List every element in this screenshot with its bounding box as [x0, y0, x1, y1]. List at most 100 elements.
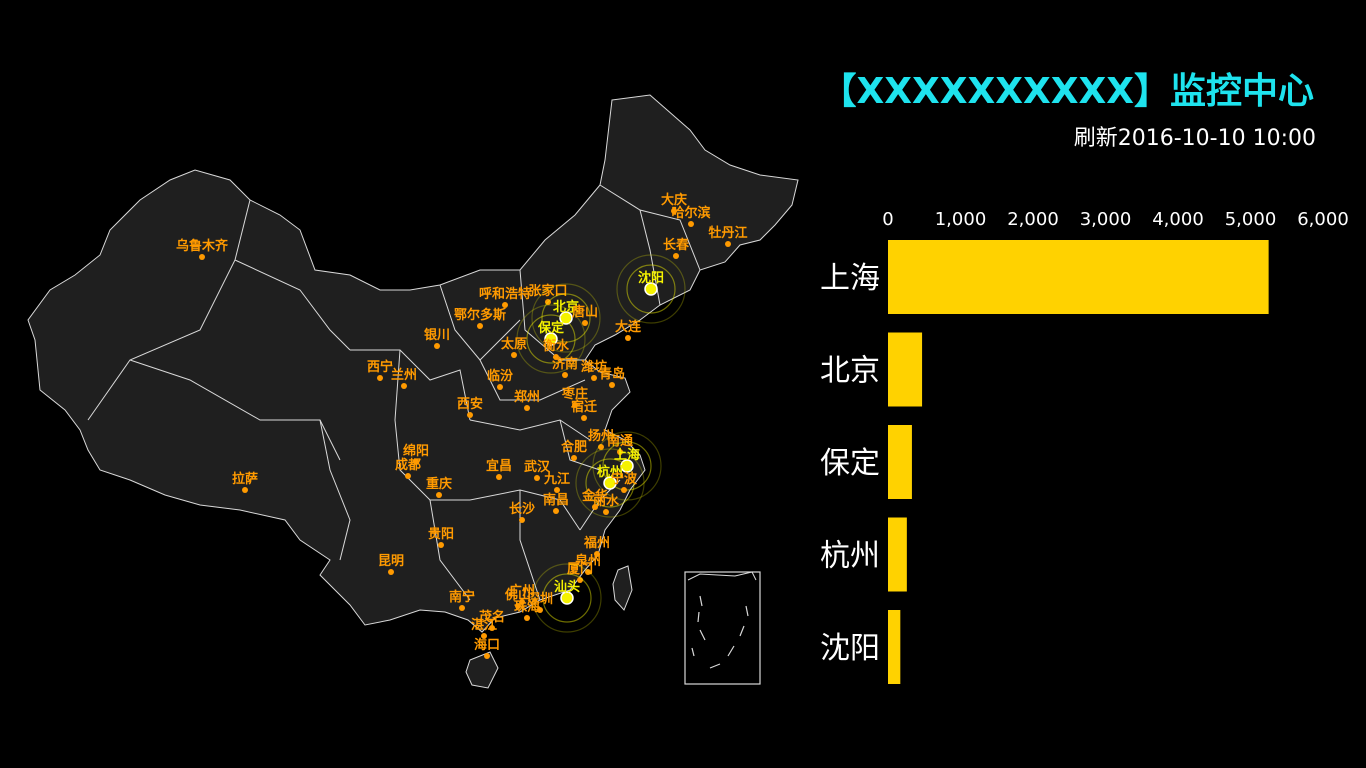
city-marker[interactable]: 枣庄	[561, 386, 588, 408]
city-marker[interactable]: 保定	[516, 304, 586, 374]
x-tick-label: 6,000	[1297, 209, 1349, 230]
city-label: 银川	[424, 327, 450, 343]
city-marker[interactable]: 泉州	[575, 553, 601, 575]
bar[interactable]	[888, 425, 912, 499]
city-marker[interactable]: 海口	[474, 637, 500, 659]
city-label: 茂名	[479, 609, 505, 625]
city-marker[interactable]: 九江	[543, 471, 570, 493]
city-marker[interactable]: 济南	[552, 356, 578, 378]
city-label: 郑州	[514, 389, 540, 405]
city-marker[interactable]: 宜昌	[486, 458, 512, 480]
city-marker[interactable]: 太原	[500, 336, 527, 358]
city-dot	[524, 615, 530, 621]
city-dot	[603, 476, 617, 490]
city-marker[interactable]: 珠海	[514, 599, 540, 621]
city-dot	[511, 352, 517, 358]
city-dot	[519, 517, 525, 523]
category-label: 杭州	[820, 539, 880, 574]
city-dot	[515, 603, 521, 609]
city-marker[interactable]: 大庆	[661, 192, 687, 214]
city-marker[interactable]: 临汾	[487, 368, 513, 390]
city-marker[interactable]: 西宁	[367, 359, 393, 381]
city-marker[interactable]: 深圳	[527, 591, 553, 613]
city-label: 长春	[663, 237, 690, 253]
city-dot	[436, 492, 442, 498]
city-marker[interactable]: 长春	[663, 237, 690, 259]
city-marker[interactable]: 昆明	[378, 553, 404, 575]
city-marker[interactable]: 茂名	[479, 609, 505, 631]
city-marker[interactable]: 佛山	[504, 587, 531, 609]
bar[interactable]	[888, 240, 1269, 314]
city-marker[interactable]: 南通	[607, 433, 633, 455]
city-dot	[725, 241, 731, 247]
city-marker[interactable]: 张家口	[528, 283, 568, 305]
city-label: 上海	[614, 447, 640, 463]
city-dot	[545, 299, 551, 305]
city-marker[interactable]: 厦门	[567, 561, 593, 583]
city-marker[interactable]: 广州	[509, 583, 535, 605]
province-borders	[87, 184, 701, 601]
city-dot	[377, 375, 383, 381]
city-marker[interactable]: 福州	[583, 535, 610, 557]
city-dot	[688, 221, 694, 227]
city-label: 杭州	[597, 464, 623, 480]
city-dot	[553, 354, 559, 360]
city-marker[interactable]: 青岛	[599, 366, 625, 388]
city-dot	[413, 459, 419, 465]
city-marker[interactable]: 宿迁	[571, 399, 597, 421]
city-label: 大连	[615, 319, 642, 335]
city-marker[interactable]: 西安	[457, 396, 483, 418]
city-marker[interactable]: 潍坊	[581, 359, 607, 381]
city-marker[interactable]: 牡丹江	[708, 225, 748, 247]
city-label: 南宁	[449, 589, 475, 605]
city-marker[interactable]: 南昌	[543, 492, 569, 514]
city-marker[interactable]: 武汉	[524, 459, 551, 481]
city-marker[interactable]: 沈阳	[616, 254, 686, 324]
city-dot	[554, 487, 560, 493]
x-tick-label: 3,000	[1080, 209, 1132, 230]
city-marker[interactable]: 杭州	[575, 448, 645, 518]
city-marker[interactable]: 贵阳	[428, 526, 454, 548]
city-marker[interactable]: 拉萨	[232, 471, 258, 493]
city-marker[interactable]: 鄂尔多斯	[454, 307, 506, 329]
city-marker[interactable]: 呼和浩特	[479, 286, 531, 308]
ripple-ring	[585, 458, 635, 508]
city-marker[interactable]: 衡水	[543, 338, 570, 360]
city-marker[interactable]: 宁波	[611, 471, 638, 493]
city-dot	[598, 444, 604, 450]
city-marker[interactable]: 重庆	[426, 476, 452, 498]
city-marker[interactable]: 金华	[581, 488, 608, 510]
city-marker[interactable]: 合肥	[561, 439, 587, 461]
city-dot	[434, 343, 440, 349]
city-marker[interactable]: 乌鲁木齐	[176, 238, 229, 260]
city-marker[interactable]: 大连	[615, 319, 642, 341]
city-dot	[585, 569, 591, 575]
city-marker[interactable]: 南宁	[449, 589, 475, 611]
city-marker[interactable]: 唐山	[572, 304, 598, 326]
ripple-ring	[575, 448, 645, 518]
city-marker[interactable]: 银川	[424, 327, 450, 349]
bar[interactable]	[888, 610, 901, 684]
city-label: 衡水	[543, 338, 570, 354]
city-label: 宜昌	[486, 458, 512, 474]
bar[interactable]	[888, 332, 923, 407]
category-label: 保定	[820, 446, 880, 481]
city-marker[interactable]: 哈尔滨	[671, 205, 711, 227]
city-label: 佛山	[504, 587, 531, 603]
ripple-ring	[616, 254, 686, 324]
city-dot	[438, 542, 444, 548]
city-marker[interactable]: 汕头	[532, 563, 602, 633]
city-marker[interactable]: 北京	[531, 283, 601, 353]
city-marker[interactable]: 兰州	[391, 367, 417, 389]
bar[interactable]	[888, 517, 907, 592]
city-label: 乌鲁木齐	[176, 238, 229, 254]
city-dot	[591, 375, 597, 381]
city-marker[interactable]: 绵阳	[403, 443, 429, 465]
city-marker[interactable]: 丽水	[593, 493, 620, 515]
city-marker[interactable]: 扬州	[588, 428, 614, 450]
city-dot	[502, 302, 508, 308]
city-marker[interactable]: 郑州	[514, 389, 540, 411]
city-marker[interactable]: 长沙	[509, 501, 535, 523]
city-dot	[559, 311, 573, 325]
